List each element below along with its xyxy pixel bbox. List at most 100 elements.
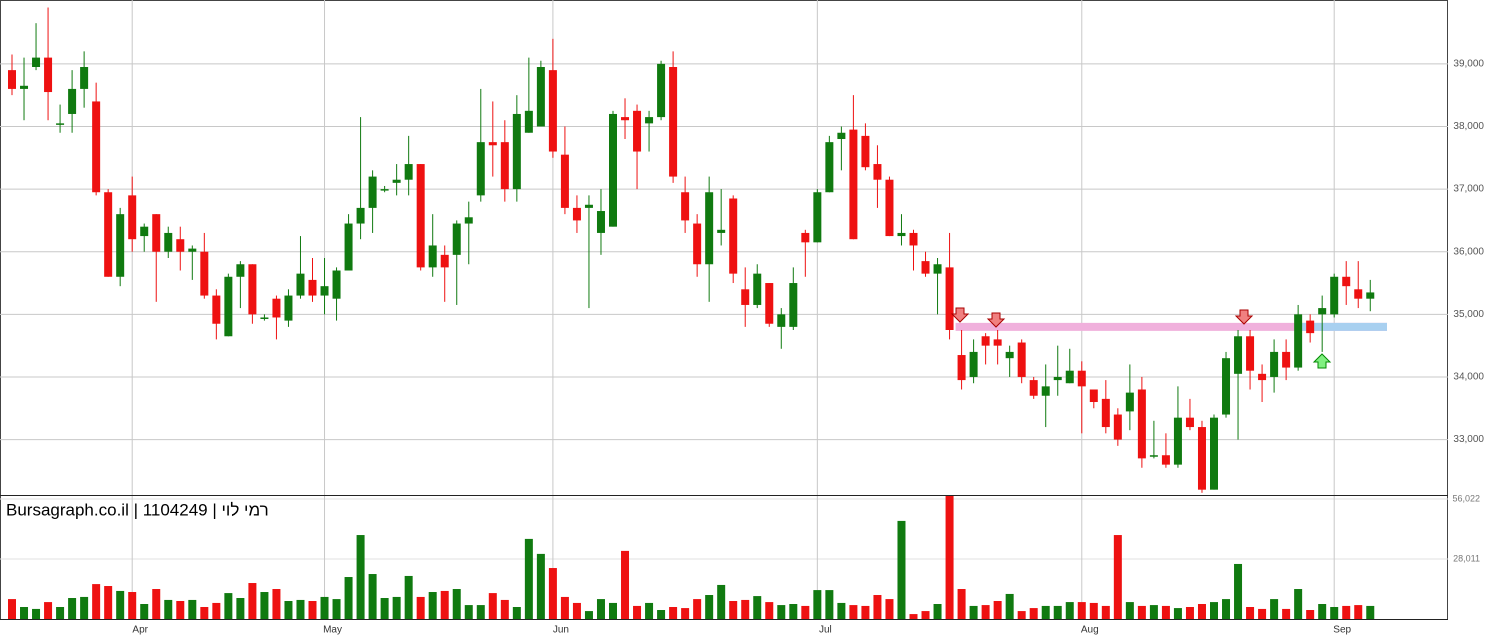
volume-bar <box>248 583 257 619</box>
candle-body <box>1125 392 1134 412</box>
volume-bar <box>56 607 65 619</box>
volume-bar <box>1258 608 1267 619</box>
candle-body <box>380 189 389 191</box>
volume-bar <box>1137 605 1146 619</box>
candle-body <box>464 217 473 224</box>
volume-bar <box>260 592 269 619</box>
volume-bar <box>464 605 473 619</box>
x-tick-label: Aug <box>1081 625 1099 636</box>
volume-bar <box>1246 607 1255 619</box>
volume-bar <box>1342 605 1351 619</box>
volume-bar <box>1234 563 1243 619</box>
candle-body <box>404 164 413 180</box>
volume-bar <box>621 550 630 619</box>
candle-body <box>152 214 161 252</box>
candle-body <box>128 195 137 240</box>
x-tick-label: Jun <box>553 625 569 636</box>
volume-bar <box>789 604 798 619</box>
volume-bar <box>164 599 173 619</box>
volume-bar <box>885 599 894 619</box>
candle-body <box>572 207 581 221</box>
volume-bar <box>536 553 545 619</box>
volume-bar <box>1270 599 1279 619</box>
candle-body <box>332 270 341 299</box>
candle-body <box>873 164 882 180</box>
candle-body <box>368 176 377 208</box>
volume-bar <box>1306 610 1315 619</box>
candle-body <box>801 232 810 243</box>
volume-bar <box>308 601 317 619</box>
volume-bar <box>633 605 642 619</box>
candle-body <box>1222 358 1231 415</box>
volume-bar <box>8 599 16 619</box>
volume-bar <box>356 535 365 619</box>
candle-body <box>320 286 329 296</box>
volume-bar <box>332 599 341 619</box>
candle-body <box>212 295 221 324</box>
candle-body <box>20 85 29 89</box>
candle-body <box>1258 373 1267 381</box>
candle-body <box>1137 389 1146 459</box>
volume-bar <box>20 607 29 619</box>
y-tick-label: 36,000 <box>1453 246 1484 257</box>
candle-body <box>1354 289 1363 299</box>
volume-bar <box>861 605 870 619</box>
chart-title: Bursagraph.co.il | 1104249 | רמי לוי <box>6 500 269 519</box>
candle-body <box>837 132 846 140</box>
candle-body <box>933 264 942 274</box>
candle-body <box>645 117 654 124</box>
y-tick-label: 33,000 <box>1453 434 1484 445</box>
candle-body <box>993 339 1002 346</box>
candle-body <box>1270 351 1279 377</box>
volume-bar <box>681 608 690 619</box>
candle-body <box>596 211 605 233</box>
volume-bar <box>753 596 762 619</box>
candle-body <box>176 239 185 252</box>
candle-body <box>813 192 822 243</box>
volume-bar <box>957 589 966 619</box>
volume-bar <box>596 599 605 619</box>
candle-body <box>945 267 954 330</box>
y-tick-label: 28,011 <box>1453 553 1480 563</box>
volume-bar <box>1173 608 1182 619</box>
y-tick-label: 38,000 <box>1453 121 1484 132</box>
volume-bar <box>849 605 858 619</box>
candle-body <box>584 204 593 208</box>
candle-body <box>1330 276 1339 315</box>
candle-body <box>236 264 245 277</box>
candle-body <box>1089 389 1098 403</box>
volume-bar <box>1222 599 1231 619</box>
candle-body <box>1306 320 1315 334</box>
volume-bar <box>296 599 305 619</box>
candle-body <box>416 164 425 268</box>
candle-body <box>729 198 738 274</box>
candle-body <box>1366 292 1375 299</box>
volume-bar <box>80 596 89 619</box>
volume-bar <box>416 596 425 619</box>
volume-bar <box>368 574 377 619</box>
candle-body <box>68 88 77 114</box>
candle-body <box>248 264 257 315</box>
volume-bar <box>152 589 161 619</box>
candle-body <box>1017 342 1026 377</box>
candle-body <box>609 113 617 227</box>
buy-arrow <box>1312 353 1332 369</box>
volume-bar <box>981 605 990 619</box>
candle-body <box>1318 308 1327 315</box>
volume-bar <box>825 590 834 619</box>
candle-body <box>921 261 930 274</box>
volume-bar <box>909 614 918 619</box>
candle-body <box>284 295 293 321</box>
volume-bar <box>1125 602 1134 619</box>
candle-body <box>80 67 89 89</box>
candle-body <box>717 229 726 233</box>
volume-bar <box>476 605 485 619</box>
volume-bar <box>212 602 221 619</box>
volume-bar <box>512 607 521 619</box>
candle-body <box>1053 376 1062 381</box>
volume-bar <box>1210 602 1218 619</box>
volume-bar <box>993 601 1002 619</box>
volume-bar <box>428 592 437 619</box>
candle-body <box>44 57 53 93</box>
volume-bar <box>116 590 125 619</box>
